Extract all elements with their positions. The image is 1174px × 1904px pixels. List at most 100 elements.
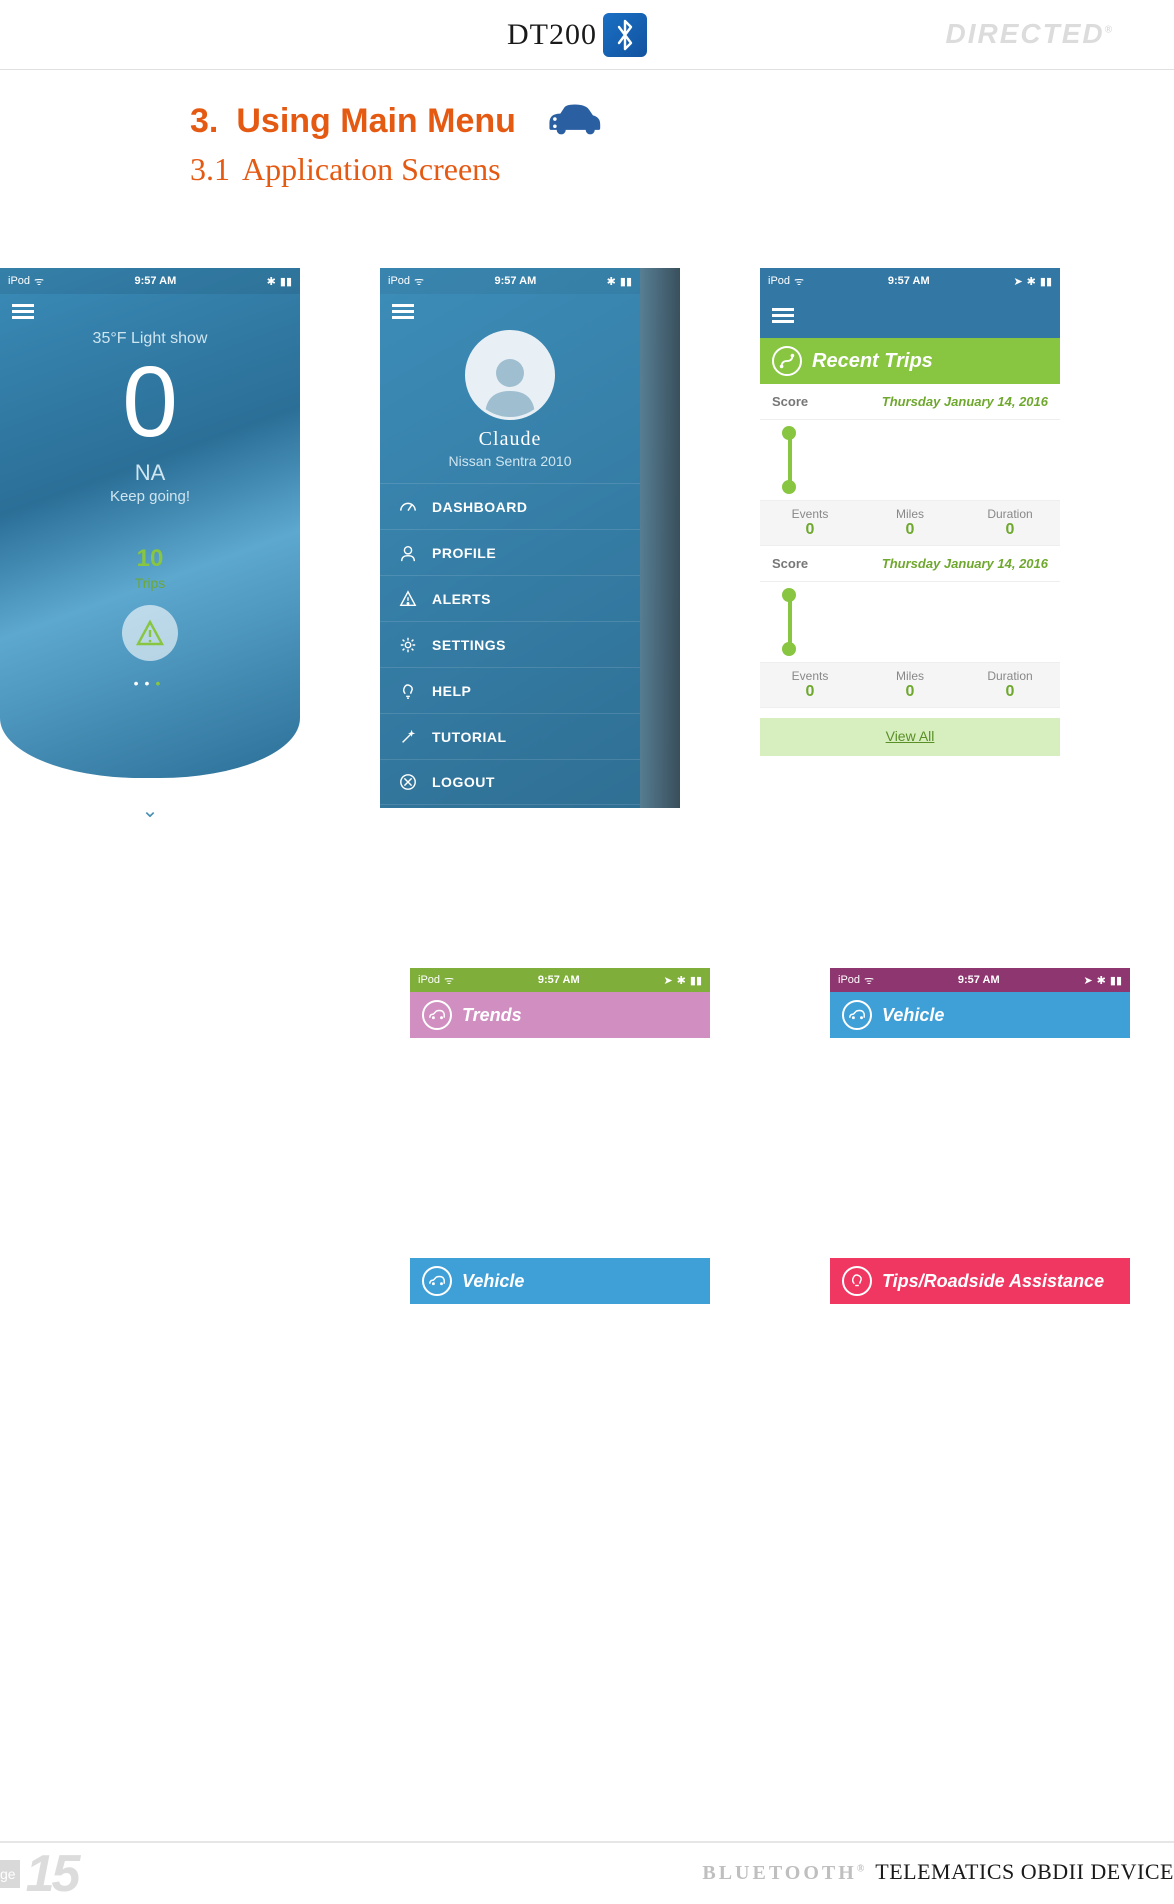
trends-header[interactable]: Trends <box>410 992 710 1038</box>
vehicle-header[interactable]: Vehicle <box>410 1258 710 1304</box>
status-time: 9:57 AM <box>888 275 930 287</box>
trip-stats: Events0 Miles0 Duration0 <box>760 662 1060 708</box>
bluetooth-small-icon: ✱ <box>1027 275 1036 288</box>
trips-count: 10 <box>0 545 300 573</box>
status-device: iPod ᯤ <box>388 274 424 289</box>
car-circle-icon <box>842 1000 872 1030</box>
trip-stats: Events0 Miles0 Duration0 <box>760 500 1060 546</box>
hamburger-icon[interactable] <box>392 304 414 320</box>
stat-duration: Duration0 <box>960 501 1060 545</box>
top-bar <box>760 294 1060 338</box>
menu-item-help[interactable]: HELP <box>380 667 640 713</box>
gauge-icon <box>398 498 418 516</box>
dashboard-screen: iPod ᯤ 9:57 AM ✱ ▮▮ 35°F Light show 0 NA… <box>0 268 300 828</box>
page-footer: ge 15 BLUETOOTH® TELEMATICS OBDII DEVICE <box>0 1841 1174 1901</box>
user-icon <box>398 544 418 562</box>
status-time: 9:57 AM <box>494 275 536 287</box>
vehicle-bottom-banner: Vehicle <box>410 1258 710 1304</box>
stat-miles: Miles0 <box>860 663 960 707</box>
avatar[interactable] <box>465 330 555 420</box>
trip-date: Thursday January 14, 2016 <box>882 556 1048 571</box>
menu-item-tutorial[interactable]: TUTORIAL <box>380 713 640 759</box>
battery-icon: ▮▮ <box>620 275 632 288</box>
document-page: DT200 DIRECTED® 3. Using Main Menu 3.1 A… <box>0 0 1174 1901</box>
user-vehicle: Nissan Sentra 2010 <box>380 453 640 469</box>
status-bar: iPod ᯤ 9:57 AM ✱ ▮▮ <box>0 268 300 294</box>
page-dots[interactable]: ••• <box>0 675 300 691</box>
status-device: iPod ᯤ <box>768 274 804 289</box>
menu-label: DASHBOARD <box>432 499 528 515</box>
gear-icon <box>398 636 418 654</box>
top-header: DT200 DIRECTED® <box>0 0 1174 70</box>
trip-header[interactable]: Score Thursday January 14, 2016 <box>760 546 1060 582</box>
battery-icon: ▮▮ <box>1040 275 1052 288</box>
menu-item-alerts[interactable]: ALERTS <box>380 575 640 621</box>
menu-label: ALERTS <box>432 591 491 607</box>
menu-item-settings[interactable]: SETTINGS <box>380 621 640 667</box>
vehicle-header[interactable]: Vehicle <box>830 992 1130 1038</box>
hamburger-icon[interactable] <box>12 304 34 320</box>
tips-label: Tips/Roadside Assistance <box>882 1271 1104 1292</box>
drawer: iPod ᯤ 9:57 AM ✱ ▮▮ Claude Nissan Sentra… <box>380 268 640 808</box>
wifi-icon: ᯤ <box>794 274 804 289</box>
bluetooth-small-icon: ✱ <box>677 974 686 987</box>
section-number: 3. <box>190 102 218 141</box>
menu-label: TUTORIAL <box>432 729 507 745</box>
bluetooth-small-icon: ✱ <box>267 275 276 288</box>
wand-icon <box>398 728 418 746</box>
content-area: 3. Using Main Menu 3.1 Application Scree… <box>0 70 1174 1304</box>
footer-left: ge 15 <box>0 1847 77 1901</box>
recent-trips-screen: iPod ᯤ 9:57 AM ➤ ✱ ▮▮ Recent Trips Score… <box>760 268 1060 808</box>
chevron-down-icon[interactable]: ⌄ <box>0 798 300 823</box>
vehicle-label: Vehicle <box>882 1005 944 1026</box>
menu-label: LOGOUT <box>432 774 495 790</box>
car-circle-icon <box>422 1266 452 1296</box>
vehicle-label: Vehicle <box>462 1271 524 1292</box>
score-number: 0 <box>0 352 300 452</box>
trip-date: Thursday January 14, 2016 <box>882 394 1048 409</box>
screens-row: iPod ᯤ 9:57 AM ✱ ▮▮ 35°F Light show 0 NA… <box>0 268 1174 828</box>
alert-button[interactable] <box>122 605 178 661</box>
trends-label: Trends <box>462 1005 522 1026</box>
trends-banner: iPod ᯤ 9:57 AM ➤ ✱ ▮▮ Trends <box>410 968 710 1038</box>
menu-item-dashboard[interactable]: DASHBOARD <box>380 483 640 529</box>
bulb-icon <box>398 682 418 700</box>
alert-icon <box>398 590 418 608</box>
vehicle-top-banner: iPod ᯤ 9:57 AM ➤ ✱ ▮▮ Vehicle <box>830 968 1130 1038</box>
status-device: iPod ᯤ <box>8 274 44 289</box>
menu-item-logout[interactable]: LOGOUT <box>380 759 640 805</box>
status-time: 9:57 AM <box>134 275 176 287</box>
bluetooth-small-icon: ✱ <box>607 275 616 288</box>
logout-icon <box>398 773 418 791</box>
tips-header[interactable]: Tips/Roadside Assistance <box>830 1258 1130 1304</box>
wifi-icon: ᯤ <box>864 973 874 988</box>
banners-grid: iPod ᯤ 9:57 AM ➤ ✱ ▮▮ Trends iPod ᯤ 9:57… <box>410 968 1174 1304</box>
wifi-icon: ᯤ <box>414 274 424 289</box>
menu-item-profile[interactable]: PROFILE <box>380 529 640 575</box>
status-right: ✱ ▮▮ <box>607 275 632 288</box>
user-name: Claude <box>380 428 640 451</box>
bluetooth-small-icon: ✱ <box>1097 974 1106 987</box>
route-icon <box>772 346 802 376</box>
stat-duration: Duration0 <box>960 663 1060 707</box>
bluetooth-icon <box>603 13 647 57</box>
keep-going-text: Keep going! <box>0 488 300 505</box>
location-small-icon: ➤ <box>1013 275 1022 288</box>
stat-events: Events0 <box>760 663 860 707</box>
trip-chart <box>760 420 1060 500</box>
drawer-shadow <box>640 268 680 808</box>
menu-label: SETTINGS <box>432 637 506 653</box>
brand-logo: DIRECTED® <box>946 18 1115 50</box>
brand-name: DIRECTED® <box>946 18 1115 49</box>
footer-right: BLUETOOTH® TELEMATICS OBDII DEVICE <box>702 1859 1174 1885</box>
location-small-icon: ➤ <box>1083 974 1092 987</box>
page-label-cut: ge <box>0 1860 20 1888</box>
battery-icon: ▮▮ <box>690 974 702 987</box>
view-all-button[interactable]: View All <box>760 718 1060 756</box>
bulb-circle-icon <box>842 1266 872 1296</box>
trip-header[interactable]: Score Thursday January 14, 2016 <box>760 384 1060 420</box>
hamburger-icon[interactable] <box>772 308 794 324</box>
stat-miles: Miles0 <box>860 501 960 545</box>
battery-icon: ▮▮ <box>1110 974 1122 987</box>
na-text: NA <box>0 460 300 486</box>
